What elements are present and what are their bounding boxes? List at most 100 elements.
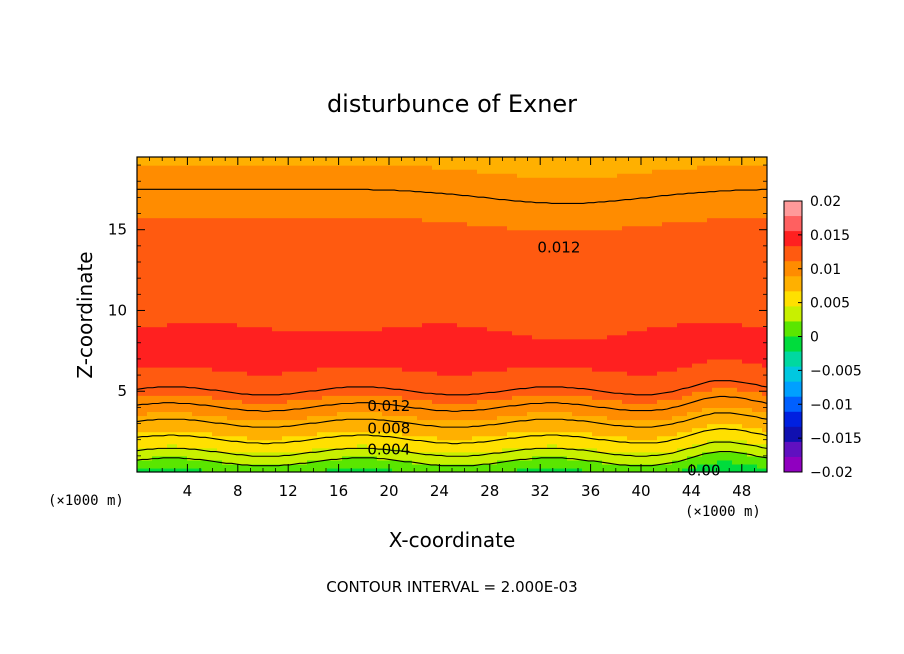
field-cell: [167, 362, 173, 368]
field-cell: [342, 371, 348, 376]
field-cell: [267, 205, 273, 211]
field-cell: [282, 326, 288, 332]
field-cell: [207, 326, 213, 332]
field-cell: [172, 367, 178, 372]
field-cell: [142, 427, 148, 433]
field-cell: [147, 419, 153, 425]
field-cell: [382, 213, 388, 219]
field-cell: [407, 447, 413, 453]
field-cell: [172, 229, 178, 235]
field-cell: [377, 439, 383, 445]
field-cell: [272, 403, 278, 408]
field-cell: [337, 330, 343, 336]
field-cell: [162, 257, 168, 263]
field-cell: [277, 213, 283, 219]
field-cell: [342, 294, 348, 299]
field-cell: [412, 391, 418, 396]
field-cell: [412, 306, 418, 312]
field-cell: [192, 362, 198, 368]
field-cell: [367, 423, 373, 429]
field-cell: [167, 415, 173, 421]
field-cell: [237, 306, 243, 312]
field-cell: [247, 455, 253, 461]
field-cell: [242, 229, 248, 235]
field-cell: [402, 205, 408, 211]
field-cell: [282, 455, 288, 461]
field-cell: [217, 221, 223, 227]
field-cell: [422, 350, 428, 356]
field-cell: [422, 322, 428, 328]
field-cell: [252, 225, 258, 231]
field-cell: [312, 467, 318, 472]
field-cell: [257, 399, 263, 404]
field-cell: [297, 233, 303, 239]
field-cell: [147, 443, 153, 449]
field-cell: [227, 379, 233, 384]
field-cell: [382, 274, 388, 279]
field-cell: [387, 395, 393, 400]
field-cell: [307, 443, 313, 449]
field-cell: [397, 201, 403, 207]
field-cell: [302, 237, 308, 243]
field-cell: [352, 249, 358, 255]
field-cell: [367, 217, 373, 223]
field-cell: [352, 201, 358, 207]
field-cell: [212, 330, 218, 336]
field-cell: [402, 411, 408, 417]
field-cell: [172, 253, 178, 259]
field-cell: [162, 451, 168, 457]
field-cell: [407, 253, 413, 259]
field-cell: [392, 225, 398, 231]
field-cell: [207, 294, 213, 299]
field-cell: [142, 407, 148, 413]
field-cell: [317, 314, 323, 320]
field-cell: [212, 431, 218, 437]
field-cell: [187, 286, 193, 291]
field-cell: [282, 383, 288, 388]
field-cell: [137, 350, 143, 356]
field-cell: [357, 245, 363, 251]
field-cell: [347, 354, 353, 360]
field-cell: [207, 161, 213, 166]
field-cell: [237, 302, 243, 308]
field-cell: [247, 298, 253, 303]
field-cell: [387, 274, 393, 279]
field-cell: [397, 415, 403, 421]
field-cell: [242, 197, 248, 203]
field-cell: [397, 314, 403, 320]
field-cell: [242, 233, 248, 239]
field-cell: [337, 354, 343, 360]
field-cell: [332, 249, 338, 255]
field-cell: [272, 338, 278, 344]
field-cell: [392, 399, 398, 404]
field-cell: [242, 395, 248, 400]
field-cell: [342, 342, 348, 348]
field-cell: [302, 447, 308, 453]
field-cell: [332, 266, 338, 271]
field-cell: [417, 298, 423, 303]
field-cell: [172, 379, 178, 384]
field-cell: [207, 193, 213, 198]
field-cell: [292, 435, 298, 441]
field-cell: [267, 193, 273, 198]
field-cell: [172, 447, 178, 453]
field-cell: [422, 257, 428, 263]
field-cell: [327, 237, 333, 243]
field-cell: [452, 330, 458, 336]
field-cell: [387, 286, 393, 291]
field-cell: [247, 334, 253, 340]
field-cell: [187, 371, 193, 376]
field-cell: [407, 383, 413, 388]
field-cell: [327, 391, 333, 396]
field-cell: [362, 189, 368, 194]
field-cell: [397, 177, 403, 182]
field-cell: [357, 326, 363, 332]
field-cell: [417, 362, 423, 368]
field-cell: [377, 201, 383, 207]
field-cell: [212, 290, 218, 295]
field-cell: [222, 350, 228, 356]
field-cell: [442, 245, 448, 251]
field-cell: [407, 157, 413, 162]
field-cell: [427, 197, 433, 203]
field-cell: [302, 431, 308, 437]
